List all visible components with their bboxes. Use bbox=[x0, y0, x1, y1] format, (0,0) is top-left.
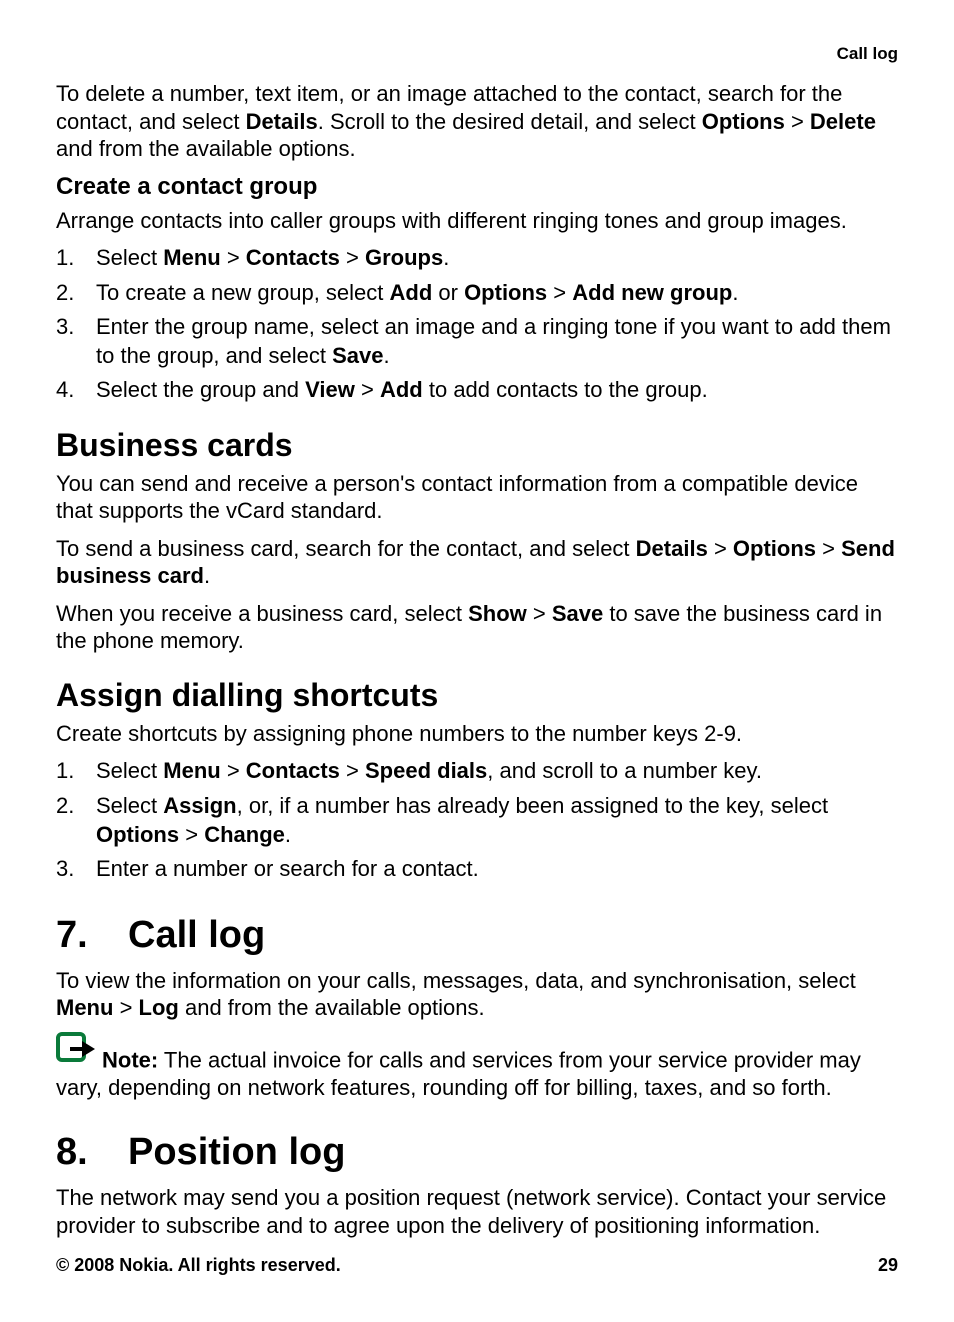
ui-path-menu: Menu bbox=[163, 758, 220, 783]
separator: > bbox=[547, 280, 572, 305]
page-footer: © 2008 Nokia. All rights reserved. 29 bbox=[56, 1255, 898, 1276]
ui-path-log: Log bbox=[139, 995, 179, 1020]
note-text: The actual invoice for calls and service… bbox=[56, 1047, 861, 1100]
ui-path-options: Options bbox=[464, 280, 547, 305]
heading-create-contact-group: Create a contact group bbox=[56, 173, 898, 201]
ui-path-change: Change bbox=[204, 822, 285, 847]
ui-path-options: Options bbox=[96, 822, 179, 847]
text: . bbox=[285, 822, 291, 847]
text: To view the information on your calls, m… bbox=[56, 968, 856, 993]
list-item: To create a new group, select Add or Opt… bbox=[56, 279, 898, 308]
ui-path-save: Save bbox=[552, 601, 603, 626]
heading-assign-dialling-shortcuts: Assign dialling shortcuts bbox=[56, 677, 898, 714]
separator: > bbox=[221, 245, 246, 270]
separator: > bbox=[179, 822, 204, 847]
page-content: To delete a number, text item, or an ima… bbox=[56, 80, 898, 1239]
ui-path-assign: Assign bbox=[163, 793, 236, 818]
list-item: Select Assign, or, if a number has alrea… bbox=[56, 792, 898, 849]
chapter-heading-call-log: 7.Call log bbox=[56, 914, 898, 957]
ui-path-delete: Delete bbox=[810, 109, 876, 134]
list-item: Enter the group name, select an image an… bbox=[56, 313, 898, 370]
list-item: Enter a number or search for a contact. bbox=[56, 855, 898, 884]
ui-path-view: View bbox=[305, 377, 355, 402]
dialling-lead: Create shortcuts by assigning phone numb… bbox=[56, 720, 898, 748]
intro-delete-detail: To delete a number, text item, or an ima… bbox=[56, 80, 898, 163]
text: . bbox=[204, 563, 210, 588]
ui-path-details: Details bbox=[636, 536, 708, 561]
list-item: Select the group and View > Add to add c… bbox=[56, 376, 898, 405]
separator: > bbox=[355, 377, 380, 402]
separator: > bbox=[816, 536, 841, 561]
text: . bbox=[732, 280, 738, 305]
text: Select the group and bbox=[96, 377, 305, 402]
chapter-number: 8. bbox=[56, 1131, 128, 1174]
text: Enter the group name, select an image an… bbox=[96, 314, 891, 368]
ui-path-add-new-group: Add new group bbox=[572, 280, 732, 305]
ui-path-save: Save bbox=[332, 343, 383, 368]
text: Select bbox=[96, 793, 163, 818]
separator: > bbox=[785, 109, 810, 134]
chapter-title: Position log bbox=[128, 1131, 345, 1173]
separator: > bbox=[340, 758, 365, 783]
page-number: 29 bbox=[878, 1255, 898, 1276]
ui-path-options: Options bbox=[702, 109, 785, 134]
chapter-heading-position-log: 8.Position log bbox=[56, 1131, 898, 1174]
heading-business-cards: Business cards bbox=[56, 427, 898, 464]
text: , and scroll to a number key. bbox=[487, 758, 762, 783]
ui-path-menu: Menu bbox=[163, 245, 220, 270]
dialling-steps: Select Menu > Contacts > Speed dials, an… bbox=[56, 757, 898, 883]
text: . Scroll to the desired detail, and sele… bbox=[318, 109, 702, 134]
text: To send a business card, search for the … bbox=[56, 536, 636, 561]
ui-path-contacts: Contacts bbox=[246, 758, 340, 783]
business-cards-p3: When you receive a business card, select… bbox=[56, 600, 898, 655]
text: To create a new group, select bbox=[96, 280, 390, 305]
list-item: Select Menu > Contacts > Groups. bbox=[56, 244, 898, 273]
text: When you receive a business card, select bbox=[56, 601, 468, 626]
text: Select bbox=[96, 245, 163, 270]
ui-path-menu: Menu bbox=[56, 995, 113, 1020]
text: and from the available options. bbox=[179, 995, 485, 1020]
ui-path-add: Add bbox=[390, 280, 433, 305]
create-group-steps: Select Menu > Contacts > Groups. To crea… bbox=[56, 244, 898, 405]
copyright-text: © 2008 Nokia. All rights reserved. bbox=[56, 1255, 341, 1276]
separator: > bbox=[221, 758, 246, 783]
call-log-p1: To view the information on your calls, m… bbox=[56, 967, 898, 1022]
ui-path-show: Show bbox=[468, 601, 527, 626]
ui-path-options: Options bbox=[733, 536, 816, 561]
text: . bbox=[443, 245, 449, 270]
list-item: Select Menu > Contacts > Speed dials, an… bbox=[56, 757, 898, 786]
note-icon bbox=[56, 1032, 96, 1073]
text: to add contacts to the group. bbox=[423, 377, 708, 402]
ui-path-contacts: Contacts bbox=[246, 245, 340, 270]
business-cards-p2: To send a business card, search for the … bbox=[56, 535, 898, 590]
create-group-lead: Arrange contacts into caller groups with… bbox=[56, 207, 898, 235]
text: Select bbox=[96, 758, 163, 783]
business-cards-p1: You can send and receive a person's cont… bbox=[56, 470, 898, 525]
text: , or, if a number has already been assig… bbox=[237, 793, 829, 818]
chapter-title: Call log bbox=[128, 914, 265, 956]
separator: > bbox=[340, 245, 365, 270]
running-header: Call log bbox=[837, 44, 898, 64]
separator: > bbox=[527, 601, 552, 626]
text: . bbox=[383, 343, 389, 368]
text: and from the available options. bbox=[56, 136, 356, 161]
note-label: Note: bbox=[102, 1047, 158, 1072]
chapter-number: 7. bbox=[56, 914, 128, 957]
ui-path-speed-dials: Speed dials bbox=[365, 758, 487, 783]
text: Enter a number or search for a contact. bbox=[96, 856, 479, 881]
ui-path-details: Details bbox=[246, 109, 318, 134]
text: or bbox=[432, 280, 464, 305]
separator: > bbox=[113, 995, 138, 1020]
position-log-p1: The network may send you a position requ… bbox=[56, 1184, 898, 1239]
separator: > bbox=[708, 536, 733, 561]
call-log-note: Note: The actual invoice for calls and s… bbox=[56, 1032, 898, 1102]
ui-path-groups: Groups bbox=[365, 245, 443, 270]
ui-path-add: Add bbox=[380, 377, 423, 402]
